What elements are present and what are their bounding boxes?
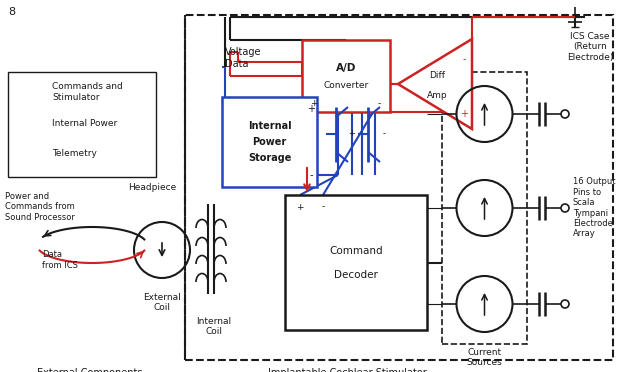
Text: Current
Sources: Current Sources [467, 348, 502, 368]
Text: Implantable Cochlear Stimulator: Implantable Cochlear Stimulator [268, 368, 427, 372]
Polygon shape [398, 39, 472, 129]
Text: Command: Command [329, 246, 383, 256]
Text: +: + [296, 202, 304, 212]
Text: +: + [349, 129, 356, 138]
Text: +: + [460, 109, 468, 119]
Text: ICS Case
(Return
Electrode): ICS Case (Return Electrode) [567, 32, 613, 62]
Bar [8, 72, 156, 177]
Text: Internal Power: Internal Power [52, 119, 117, 128]
Bar [442, 72, 527, 344]
Text: A/D: A/D [336, 63, 356, 73]
Bar [222, 97, 317, 187]
Text: Storage: Storage [248, 153, 291, 163]
Text: Decoder: Decoder [334, 269, 378, 279]
Text: Amp: Amp [427, 92, 447, 100]
Text: -: - [383, 129, 386, 138]
Text: External
Coil: External Coil [143, 293, 181, 312]
Text: External Components: External Components [37, 368, 143, 372]
Text: Internal
Coil: Internal Coil [197, 317, 232, 336]
Text: -: - [310, 170, 313, 180]
Text: 16 Output
Pins to
Scala
Tympani
Electrode
Array: 16 Output Pins to Scala Tympani Electrod… [573, 177, 615, 238]
Text: Diff: Diff [429, 71, 445, 80]
Text: Commands and
Stimulator: Commands and Stimulator [52, 82, 123, 102]
Text: -: - [462, 54, 466, 64]
Bar [285, 195, 427, 330]
Text: Data
from ICS: Data from ICS [42, 250, 78, 270]
Text: Internal: Internal [248, 121, 291, 131]
Bar [302, 40, 390, 112]
Text: Power and
Commands from
Sound Processor: Power and Commands from Sound Processor [5, 192, 75, 222]
Text: +: + [310, 99, 318, 109]
Text: -: - [321, 202, 324, 212]
Text: Headpiece: Headpiece [128, 183, 176, 192]
Text: Power: Power [252, 137, 286, 147]
Text: 8: 8 [8, 7, 15, 17]
Text: -: - [378, 99, 381, 109]
Text: +: + [307, 104, 315, 114]
Text: Converter: Converter [323, 81, 369, 90]
Bar [185, 15, 613, 360]
Text: Telemetry: Telemetry [52, 150, 97, 158]
Text: Voltage
Data: Voltage Data [225, 47, 261, 68]
